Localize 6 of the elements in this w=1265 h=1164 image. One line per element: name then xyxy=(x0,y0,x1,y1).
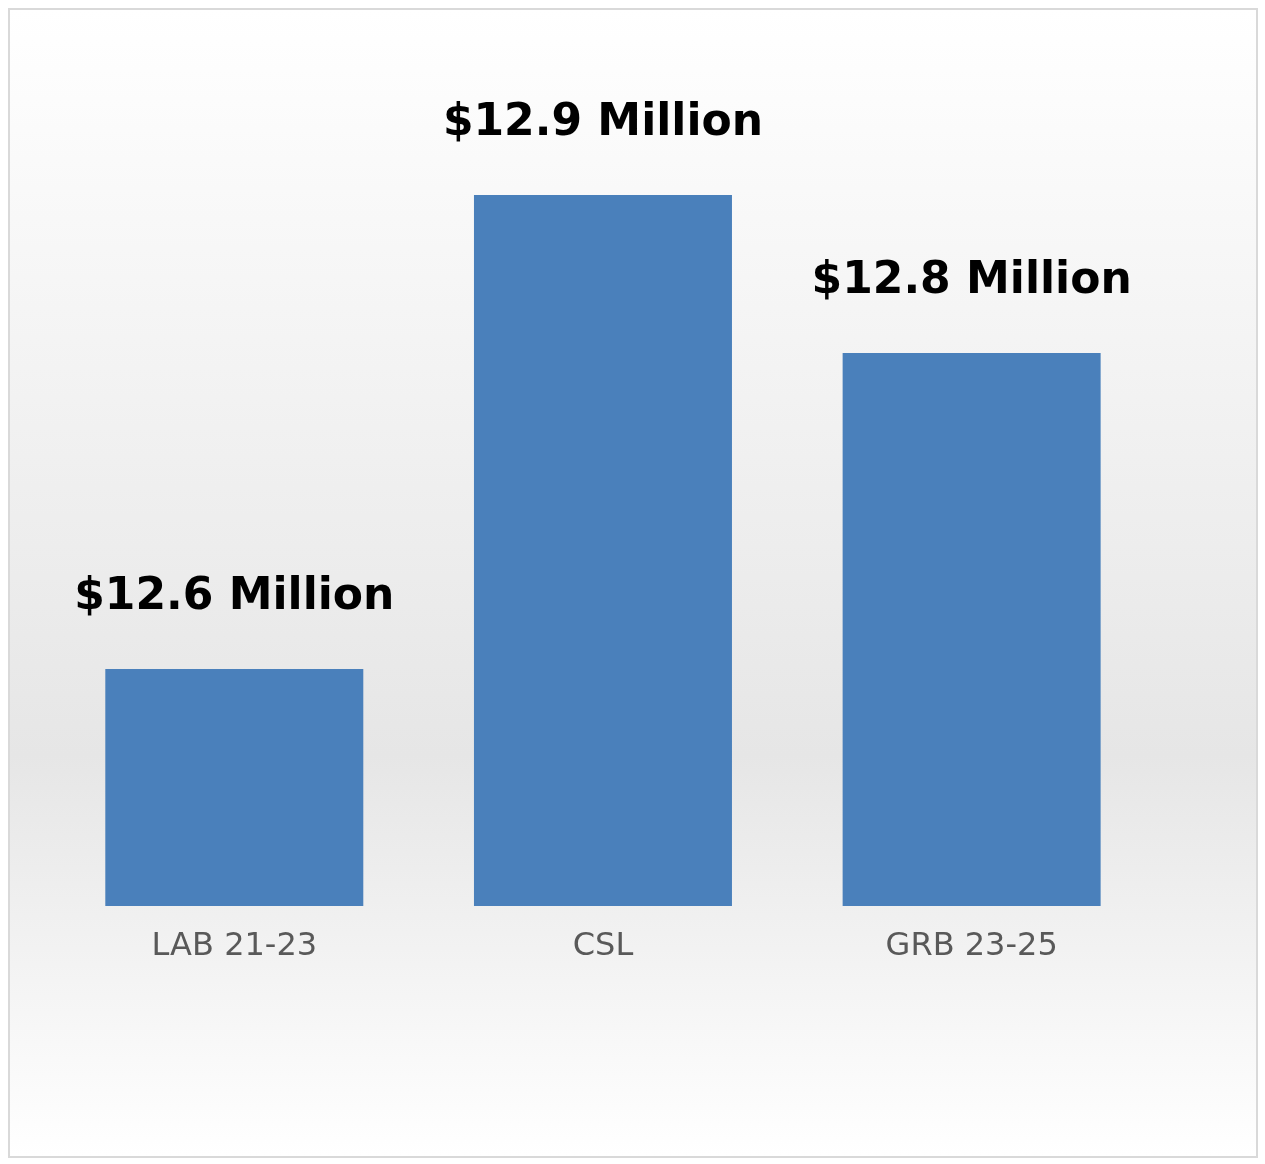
x-tick-label: LAB 21-23 xyxy=(151,924,318,963)
x-tick-label: GRB 23-25 xyxy=(885,924,1058,963)
x-tick-label: CSL xyxy=(572,924,634,963)
data-label: $12.6 Million xyxy=(74,568,395,619)
data-label: $12.8 Million xyxy=(811,252,1132,303)
data-label: $12.9 Million xyxy=(442,94,764,145)
